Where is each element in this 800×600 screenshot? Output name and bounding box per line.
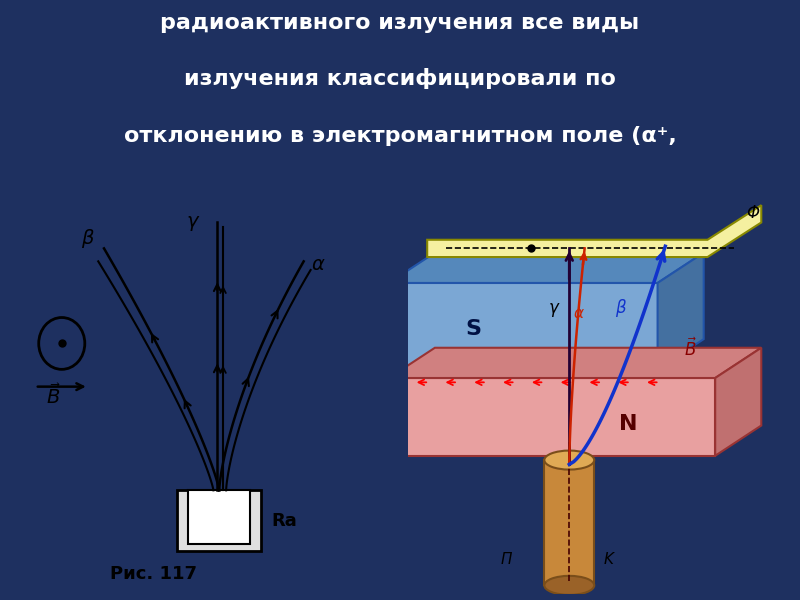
Text: $\vec{B}$: $\vec{B}$ xyxy=(685,338,698,361)
Text: радиоактивного излучения все виды: радиоактивного излучения все виды xyxy=(161,13,639,33)
Polygon shape xyxy=(427,205,762,257)
Text: $\alpha$: $\alpha$ xyxy=(573,305,585,320)
Bar xyxy=(189,490,250,544)
Text: γ: γ xyxy=(186,212,198,231)
Text: α: α xyxy=(311,255,324,274)
Bar xyxy=(544,460,594,586)
Polygon shape xyxy=(389,253,704,283)
Text: S: S xyxy=(466,319,482,339)
Polygon shape xyxy=(389,378,715,456)
Polygon shape xyxy=(658,253,704,370)
Ellipse shape xyxy=(544,451,594,470)
Text: Ra: Ra xyxy=(271,512,297,530)
Text: β: β xyxy=(81,229,94,248)
Ellipse shape xyxy=(544,576,594,595)
Text: K: K xyxy=(604,552,614,567)
Polygon shape xyxy=(389,348,762,378)
Polygon shape xyxy=(715,348,762,456)
Text: N: N xyxy=(619,414,638,434)
Text: $\gamma$: $\gamma$ xyxy=(548,301,561,319)
Text: Рис. 117: Рис. 117 xyxy=(110,565,198,583)
Text: излучения классифицировали по: излучения классифицировали по xyxy=(184,68,616,89)
Polygon shape xyxy=(389,283,658,370)
Text: $\vec{B}$: $\vec{B}$ xyxy=(46,383,62,408)
Bar xyxy=(177,490,262,551)
Text: отклонению в электромагнитном поле (α⁺,: отклонению в электромагнитном поле (α⁺, xyxy=(124,127,676,146)
Text: Φ: Φ xyxy=(746,204,759,222)
Text: П: П xyxy=(500,552,512,567)
Text: $\beta$: $\beta$ xyxy=(615,297,627,319)
